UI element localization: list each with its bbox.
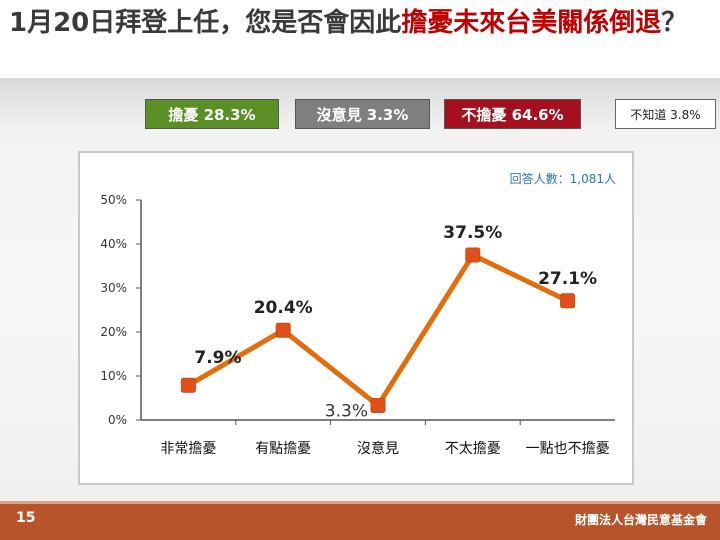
respondent-count: 回答人數：1,081人 xyxy=(510,171,616,186)
title-prefix: 1月20日拜登上任，您是否會因此 xyxy=(9,8,402,38)
chart-axes xyxy=(136,199,615,425)
data-point-marker xyxy=(275,322,291,338)
summary-box-worried: 擔憂 28.3% xyxy=(145,99,279,129)
data-point-marker xyxy=(560,293,576,309)
y-tick-label: 10% xyxy=(100,369,127,383)
x-category-labels: 非常擔憂 有點擔憂 沒意見 不太擔憂 一點也不擔憂 xyxy=(160,440,609,457)
y-tick-labels: 0% 10% 20% 30% 40% 50% xyxy=(100,193,127,427)
y-tick-label: 30% xyxy=(100,281,127,295)
summary-box-no-opinion: 沒意見 3.3% xyxy=(295,99,430,129)
data-point-marker xyxy=(370,397,386,413)
series-markers xyxy=(180,247,576,413)
data-value-label: 37.5% xyxy=(443,223,502,243)
x-category-label: 不太擔憂 xyxy=(445,441,501,457)
y-tick-label: 20% xyxy=(100,325,127,339)
x-category-label: 有點擔憂 xyxy=(255,441,311,457)
series-polyline xyxy=(185,252,571,408)
data-value-label: 20.4% xyxy=(254,298,313,318)
chart-frame xyxy=(78,151,634,485)
data-value-label: 27.1% xyxy=(538,269,597,289)
series-line xyxy=(185,252,571,408)
page-number: 15 xyxy=(16,510,36,526)
footer-bar xyxy=(0,504,720,540)
y-tick-label: 0% xyxy=(108,413,127,427)
summary-box-dont-know: 不知道 3.8% xyxy=(615,99,716,129)
data-value-label: 3.3% xyxy=(325,401,368,421)
x-category-label: 一點也不擔憂 xyxy=(526,441,610,457)
slide-title: 1月20日拜登上任，您是否會因此擔憂未來台美關係倒退？ xyxy=(9,6,709,40)
summary-box-not-worried: 不擔憂 64.6% xyxy=(444,99,581,129)
footer-divider xyxy=(0,501,720,504)
data-labels: 7.9% 20.4% 3.3% 37.5% 27.1% xyxy=(194,223,597,421)
y-tick-label: 40% xyxy=(100,237,127,251)
x-category-label: 沒意見 xyxy=(357,440,399,457)
title-highlight: 擔憂未來台美關係倒退 xyxy=(401,8,662,38)
data-point-marker xyxy=(465,247,481,263)
title-area: 1月20日拜登上任，您是否會因此擔憂未來台美關係倒退？ xyxy=(0,0,720,78)
organization-name: 財團法人台灣民意基金會 xyxy=(574,513,707,527)
y-tick-label: 50% xyxy=(100,193,127,207)
data-value-label: 7.9% xyxy=(194,348,241,368)
data-point-marker xyxy=(180,377,196,393)
x-category-label: 非常擔憂 xyxy=(160,441,216,457)
title-suffix: ？ xyxy=(661,8,688,38)
